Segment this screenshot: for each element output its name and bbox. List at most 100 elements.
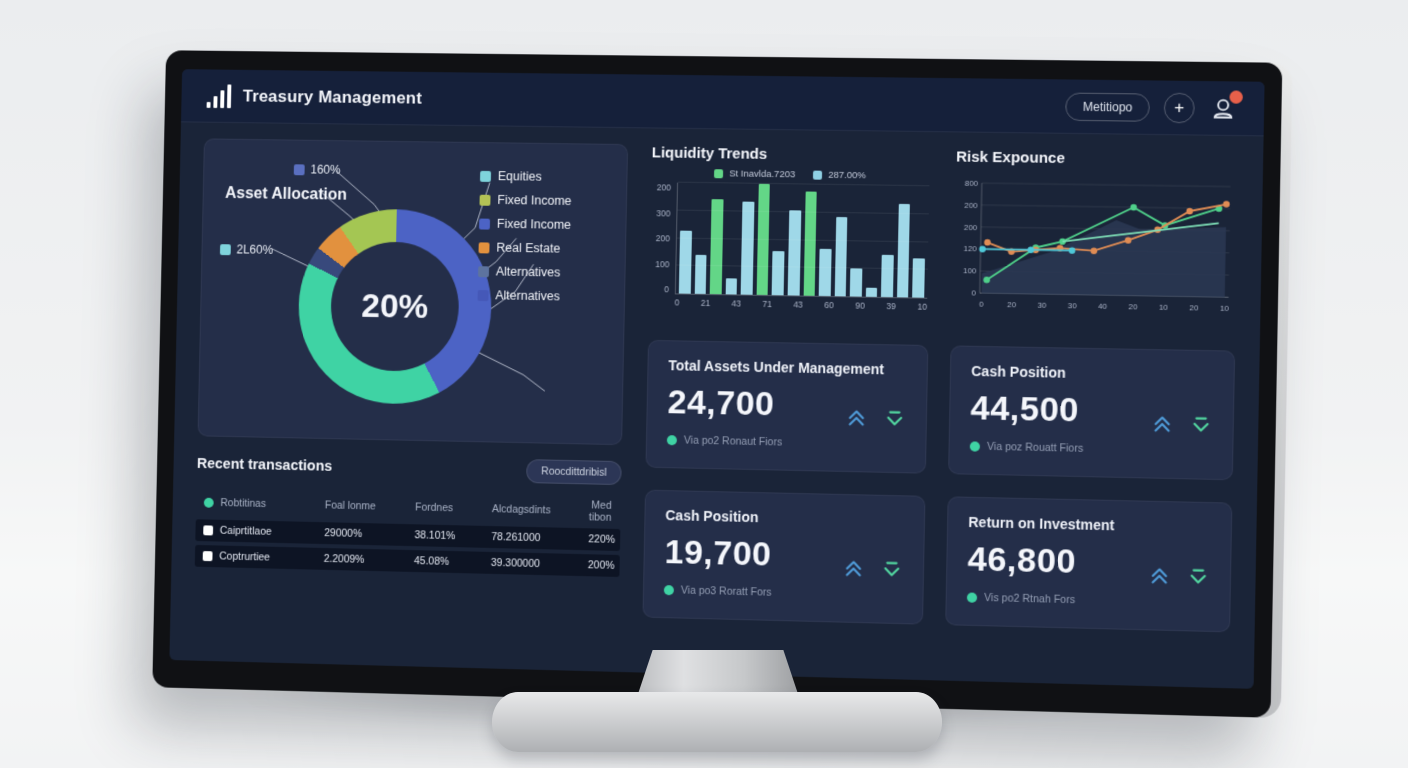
y-tick-label: 0 [971,289,976,298]
status-dot-icon [666,435,677,446]
stat-card-icons [1148,565,1210,589]
double-chevron-up-icon[interactable] [842,557,865,580]
chevron-down-icon[interactable] [880,558,903,581]
liquidity-bar [881,254,894,298]
liquidity-bar [694,254,707,294]
liquidity-bar [834,217,848,297]
double-chevron-up-icon[interactable] [1151,413,1174,436]
legend-label: Fixed Income [497,192,572,209]
stat-card-note: Vis po2 Rtnah Fors [966,591,1209,609]
liquidity-bar [849,268,863,297]
x-tick-label: 10 [1220,304,1230,313]
metrics-button[interactable]: Metitiopo [1065,92,1150,122]
recent-transactions-section: Recent transactions Roocdittdribisl Robt… [194,452,622,577]
double-chevron-up-icon[interactable] [845,407,868,430]
row-value: 2.2009% [323,552,365,566]
y-tick-label: 200 [964,200,978,209]
asset-legend-item: Alternatives [477,288,569,304]
x-tick-label: 71 [762,298,772,310]
asset-legend-item: Equities [479,169,572,184]
row-checkbox[interactable] [203,525,214,536]
status-dot-icon [203,497,214,508]
gridline [678,181,930,187]
column-header: Robtitinas [203,497,319,511]
stat-card: Total Assets Under Management 24,700 Via p… [645,339,929,474]
liquidity-bar [709,198,724,295]
y-tick-label: 100 [655,258,670,269]
monitor-stand-base [492,692,942,752]
liquidity-bar [818,249,832,297]
row-value: 45.08% [413,555,450,568]
transactions-header: Recent transactions Roocdittdribisl [197,452,622,486]
asset-legend-item: Real Estate [478,240,570,256]
x-tick-label: 20 [1189,303,1199,312]
add-button[interactable]: + [1163,92,1195,123]
y-tick-label: 120 [964,244,978,253]
transactions-filter-button[interactable]: Roocdittdribisl [526,459,622,486]
chevron-down-icon[interactable] [883,407,906,430]
stat-card-icons [842,557,903,581]
bar-chart-logo-icon [206,83,232,108]
asset-allocation-panel: 160% Asset Allocation 2L60% 20% [197,138,629,446]
row-checkbox[interactable] [202,551,213,562]
callout-label: 2L60% [236,242,274,257]
stat-cards-grid: Total Assets Under Management 24,700 Via p… [642,339,1236,633]
stat-note-text: Via po3 Roratt Fors [680,584,772,599]
liquidity-y-axis: 200 300 200 100 0 [649,182,671,294]
legend-swatch [479,218,491,230]
x-tick-label: 21 [700,297,711,309]
legend-swatch [813,170,823,180]
legend-swatch [477,289,489,301]
legend-label: Equities [497,169,542,184]
user-menu-button[interactable] [1209,89,1243,123]
x-tick-label: 0 [674,297,680,308]
legend-label: Fixed Income [496,216,572,232]
row-label: Coptrurtiee [202,550,318,565]
table-body: Caiprtitlaoe 29000% 38.101% 78.261000 220% Co… [194,519,621,577]
liquidity-bar [803,191,817,296]
asset-legend-item: Fixed Income [479,192,572,209]
donut-callout-left: 2L60% [219,242,274,257]
risk-line-chart: 800 200 200 120 100 00 20 30 30 40 20 10 20 10 [963,179,1238,313]
asset-legend: Equities Fixed Income Fixed Income Real Est… [477,169,572,314]
liquidity-bar [912,258,925,298]
legend-label: Real Estate [496,240,561,256]
liquidity-trends-title: Liquidity Trends [651,144,768,163]
stat-card-title: Total Assets Under Management [668,357,885,378]
donut-center-value: 20% [361,286,429,326]
monitor-bezel: Treasury Management Metitiopo + [152,50,1283,718]
y-tick-label: 300 [656,207,671,218]
x-tick-label: 10 [917,301,928,312]
legend-label: St Inavlda.7203 [729,168,796,181]
chevron-down-icon[interactable] [1187,565,1210,588]
y-tick-label: 800 [965,179,979,188]
liquidity-bar [725,278,738,295]
legend-label: 287.00% [828,169,867,182]
status-dot-icon [966,592,978,603]
legend-swatch [478,241,490,253]
liquidity-bar-plot [674,181,930,299]
x-tick-label: 10 [1159,303,1169,312]
notification-badge [1229,89,1243,104]
stat-card-title: Cash Position [971,362,1066,381]
x-tick-label: 39 [886,301,897,312]
chevron-down-icon[interactable] [1190,414,1213,437]
liquidity-bar [740,201,755,295]
table-row[interactable]: Coptrurtiee 2.2009% 45.08% 39.300000 200% [194,544,620,577]
legend-swatch [714,169,724,179]
stat-card: Return on Investment 46,800 Vis po2 Rtnah … [945,496,1233,633]
liquidity-x-axis: 0 21 43 71 43 60 90 39 10 [649,297,928,312]
stat-card-note: Via poz Rouatt Fiors [969,440,1212,457]
column-header: Med tibon [588,499,612,524]
liquidity-bar [678,230,692,294]
stat-card-icons [1151,413,1213,436]
double-chevron-up-icon[interactable] [1148,565,1171,588]
row-value: 29000% [324,527,363,540]
callout-label: 160% [310,162,341,177]
column-header: Fordnes [415,501,454,515]
stat-note-text: Vis po2 Rtnah Fors [984,591,1076,607]
stat-note-text: Via poz Rouatt Fiors [986,440,1084,455]
liquidity-bar [787,209,801,296]
right-column: Liquidity Trends St Inavlda.7203 287.00% … [642,144,1238,633]
monitor: Treasury Management Metitiopo + [152,50,1293,719]
